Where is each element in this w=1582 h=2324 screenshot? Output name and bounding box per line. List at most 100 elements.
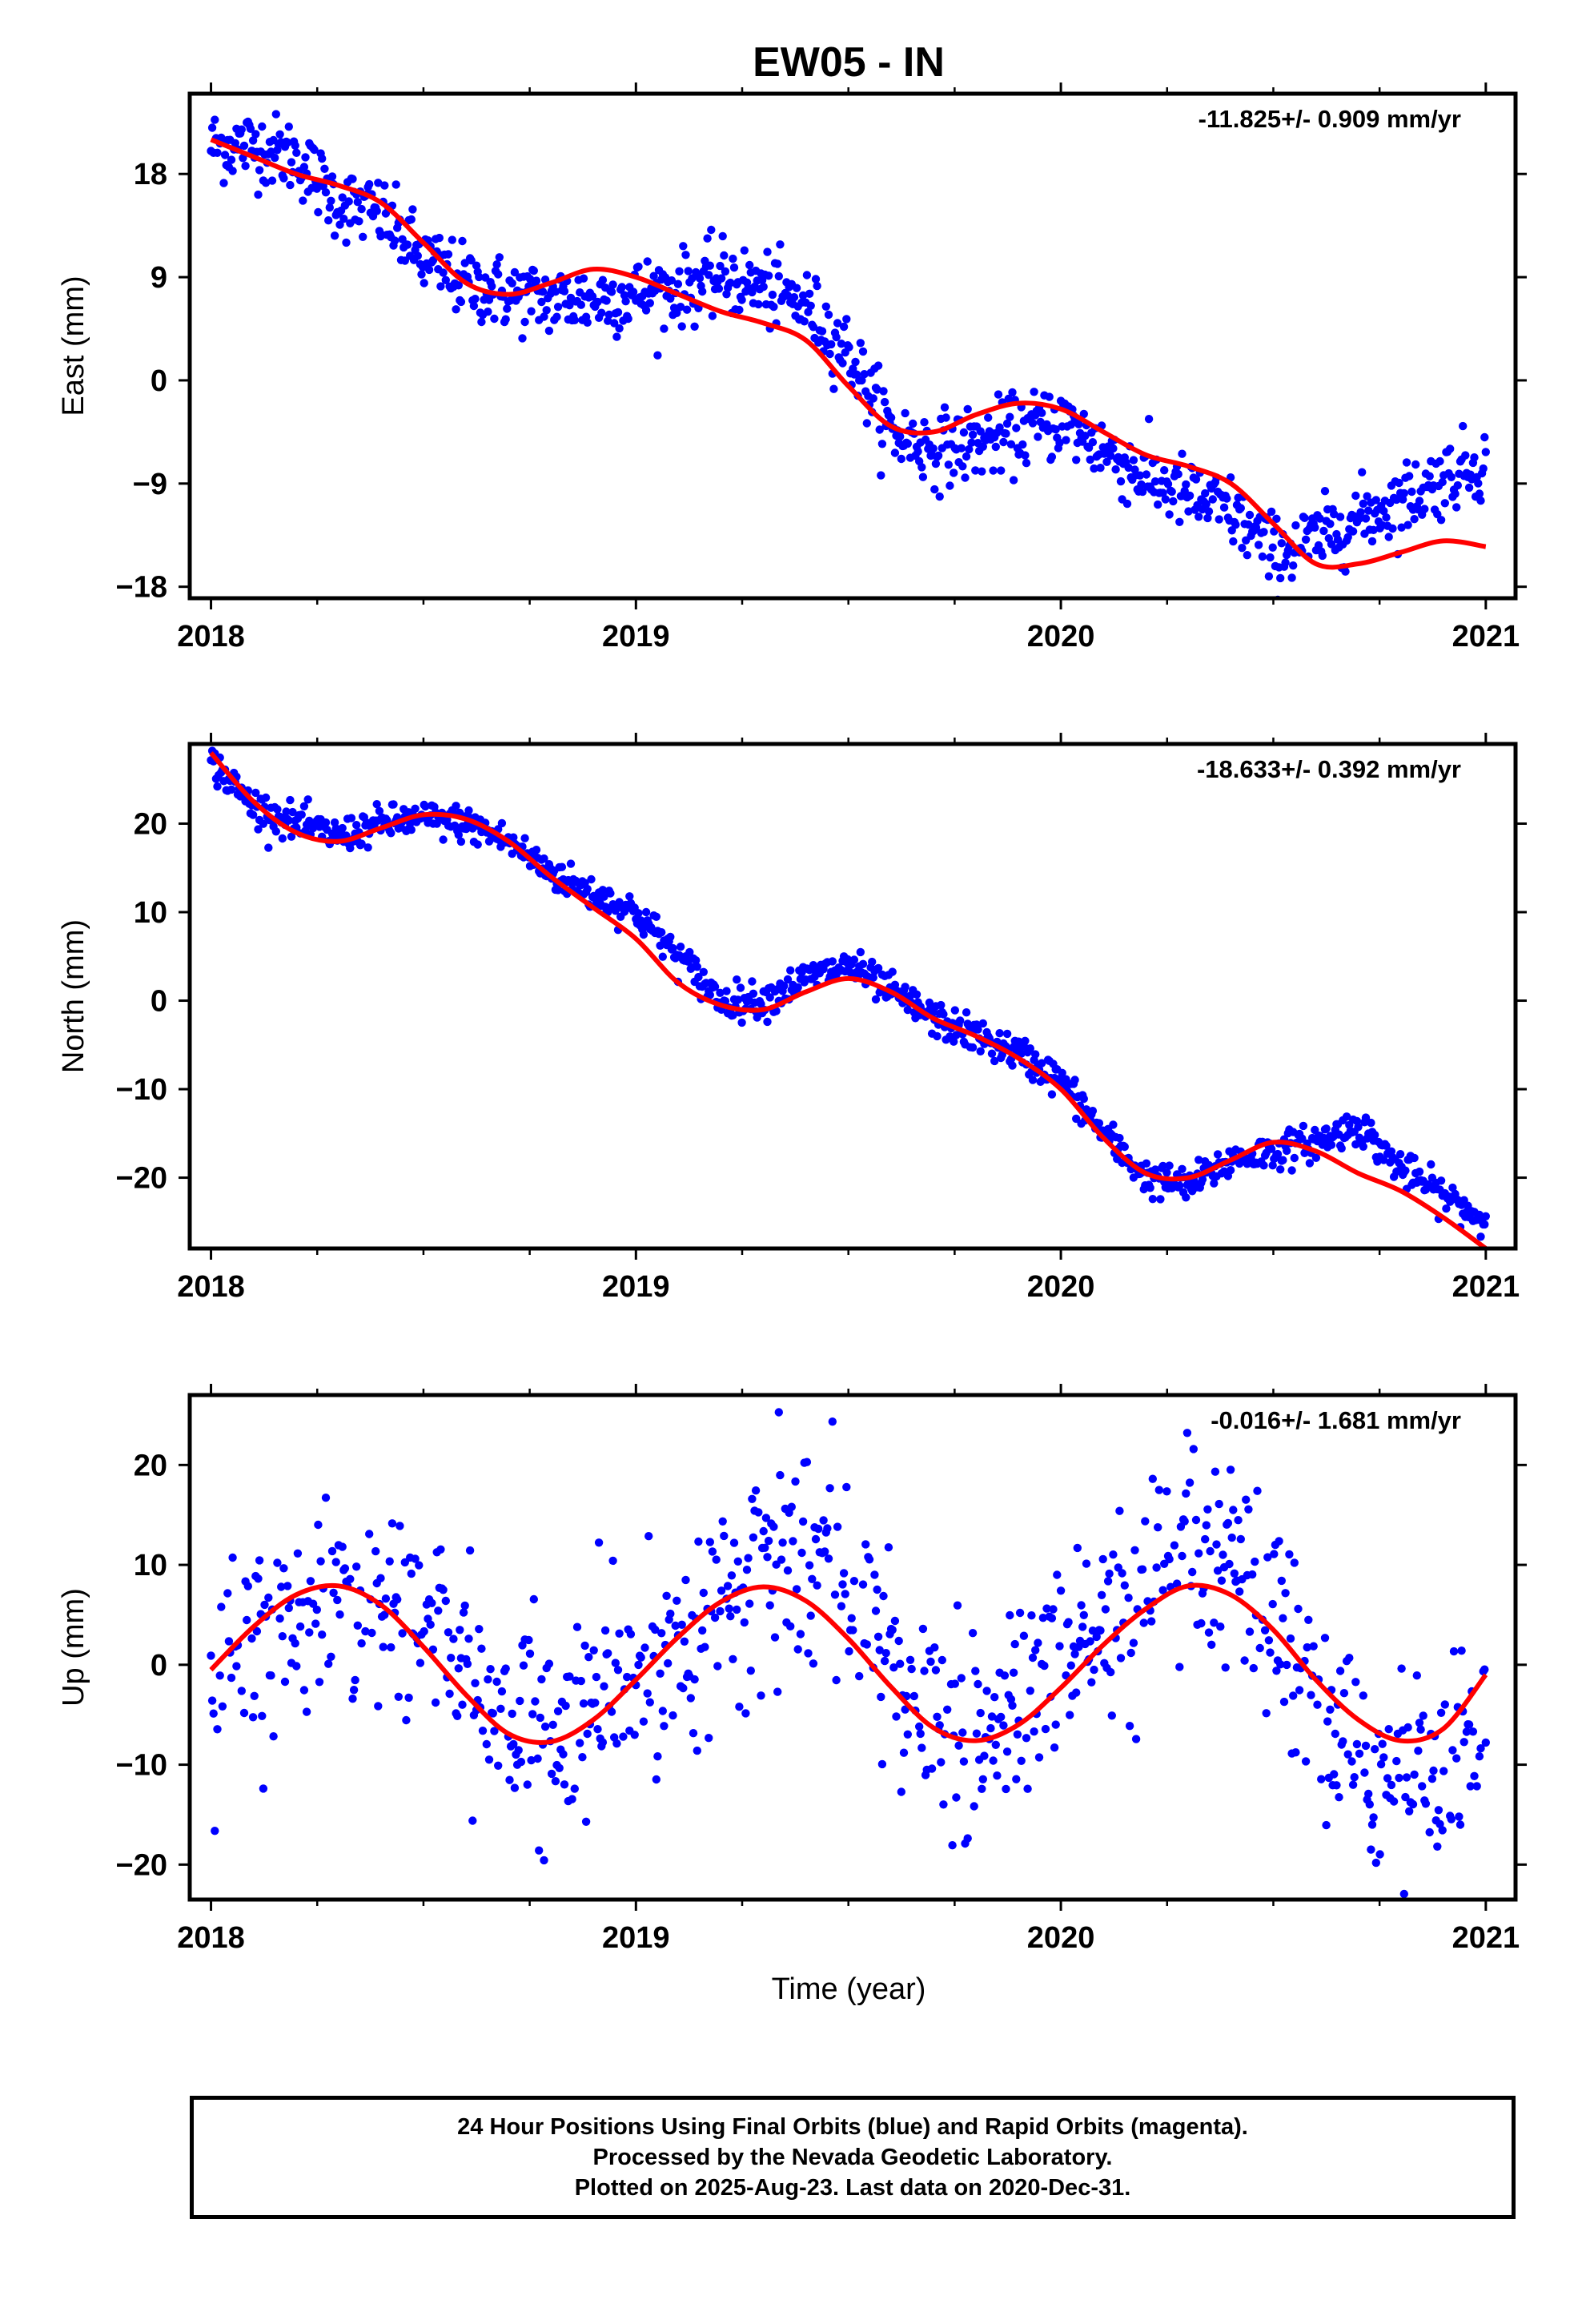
data-point [441, 1596, 450, 1606]
data-point [763, 1553, 772, 1562]
data-point [1342, 1112, 1351, 1121]
data-point [335, 1610, 344, 1619]
data-point [797, 1548, 806, 1558]
data-point [434, 1606, 443, 1615]
data-point [1002, 419, 1012, 428]
data-point [241, 162, 250, 171]
data-point [211, 115, 219, 124]
data-point [847, 1614, 856, 1622]
data-point [918, 1624, 928, 1634]
data-point [1101, 1605, 1110, 1614]
data-point [1066, 1711, 1074, 1719]
data-point [783, 291, 793, 300]
data-point [456, 1626, 464, 1634]
data-point [516, 1757, 526, 1767]
data-point [968, 430, 978, 439]
data-point [634, 1660, 643, 1670]
data-point [845, 1647, 853, 1656]
data-point [634, 262, 643, 271]
data-point [1154, 1486, 1164, 1494]
data-point [1272, 514, 1281, 523]
data-point [1198, 1175, 1207, 1184]
data-point [371, 1546, 380, 1556]
data-point [999, 437, 1008, 447]
data-point [1395, 478, 1403, 488]
data-point [1376, 1759, 1386, 1769]
data-point [1165, 1554, 1174, 1564]
data-point [1355, 1749, 1364, 1758]
data-point [335, 220, 344, 229]
data-point [237, 125, 246, 134]
data-point [1436, 1708, 1446, 1717]
data-point [1206, 1546, 1215, 1556]
data-point [449, 1634, 458, 1643]
data-point [318, 154, 327, 163]
data-point [705, 261, 714, 270]
data-point [1028, 1653, 1038, 1663]
data-point [1343, 533, 1352, 541]
data-point [841, 1590, 849, 1598]
data-point [299, 802, 309, 810]
data-point [302, 1707, 311, 1716]
data-point [520, 317, 529, 327]
data-point [938, 1655, 947, 1665]
data-point [1047, 1090, 1057, 1099]
data-point [699, 967, 708, 977]
data-point [1215, 515, 1223, 524]
data-point [875, 425, 884, 434]
data-point [321, 188, 331, 197]
data-point [529, 1594, 538, 1604]
data-point [733, 995, 742, 1004]
x-tick-label: 2018 [177, 1270, 245, 1304]
data-point [736, 983, 745, 992]
data-point [1468, 1727, 1478, 1736]
data-point [1335, 1793, 1343, 1802]
data-point [394, 1692, 403, 1701]
data-point [213, 1725, 222, 1734]
data-point [471, 295, 480, 304]
data-point [677, 322, 686, 331]
data-point [693, 1746, 701, 1755]
data-point [1158, 1586, 1167, 1594]
data-point [519, 1661, 528, 1670]
data-point [1475, 1210, 1484, 1220]
data-point [1388, 524, 1397, 533]
data-point [1138, 487, 1147, 497]
data-point [267, 1671, 275, 1680]
data-point [1335, 513, 1345, 521]
data-point [939, 1800, 948, 1809]
observations-up [207, 1408, 1491, 1899]
data-point [514, 1746, 523, 1755]
data-point [741, 1709, 750, 1718]
x-tick-label: 2020 [1027, 1270, 1095, 1304]
data-point [1092, 1632, 1101, 1642]
data-point [602, 296, 611, 305]
data-point [1401, 1792, 1410, 1802]
data-point [436, 282, 445, 291]
data-point [1259, 1161, 1268, 1170]
data-point [327, 172, 337, 181]
data-point [1326, 520, 1335, 529]
data-point [314, 1520, 323, 1530]
data-point [1152, 1563, 1161, 1572]
data-point [275, 130, 284, 139]
data-point [1348, 527, 1358, 536]
data-point [1379, 1753, 1388, 1762]
data-point [623, 1672, 632, 1682]
data-point [1087, 1678, 1096, 1687]
data-point [628, 287, 638, 296]
observations-east [207, 110, 1491, 598]
data-point [239, 141, 249, 151]
data-point [1236, 1534, 1246, 1544]
data-point [880, 397, 889, 407]
data-point [920, 418, 929, 427]
data-point [804, 1649, 813, 1658]
data-point [958, 462, 967, 471]
data-point [508, 279, 516, 287]
data-point [540, 854, 548, 863]
data-point [903, 439, 913, 448]
data-point [391, 180, 400, 189]
data-point [971, 466, 980, 475]
data-point [367, 1628, 376, 1638]
data-point [551, 287, 560, 296]
